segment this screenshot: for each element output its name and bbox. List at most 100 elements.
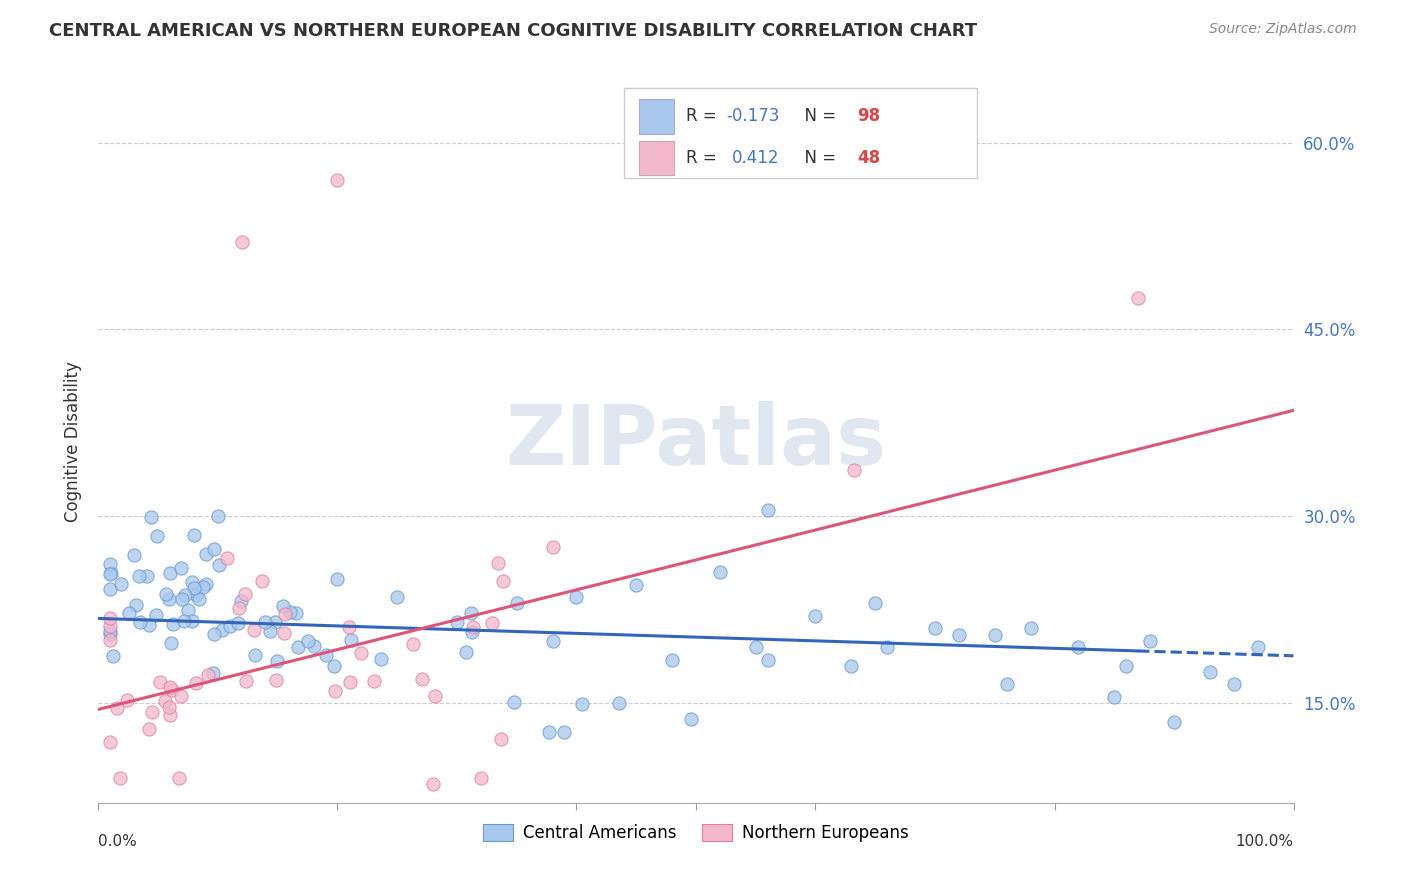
Point [503,695,526,709]
Text: ZIPatlas: ZIPatlas [506,401,886,482]
Point [302,639,325,653]
Point [153,694,176,708]
Text: 98: 98 [858,107,880,126]
Point [211,624,233,638]
Point [157,591,180,606]
Point [340,633,363,648]
Point [188,592,211,607]
Point [370,651,392,665]
Point [323,683,346,698]
Point [162,616,184,631]
Point [103,648,125,663]
Point [1128,291,1150,305]
Point [159,681,181,695]
Point [128,569,150,583]
Point [98,624,122,638]
Point [98,567,122,582]
Point [456,645,478,659]
Point [155,587,177,601]
Point [195,576,218,591]
Point [233,587,256,601]
Point [141,510,163,524]
Point [538,725,561,739]
Point [98,582,122,597]
Point [326,572,349,586]
Point [217,550,239,565]
Point [170,561,193,575]
Point [243,648,266,662]
Text: 48: 48 [858,149,880,167]
Point [924,621,946,635]
Point [105,701,128,715]
Point [98,735,122,749]
Point [995,677,1018,691]
Point [159,708,181,723]
Point [481,616,503,631]
Point [226,616,249,631]
Point [219,619,242,633]
Point [411,672,433,686]
Point [202,665,225,680]
Point [193,580,215,594]
Text: CENTRAL AMERICAN VS NORTHERN EUROPEAN COGNITIVE DISABILITY CORRELATION CHART: CENTRAL AMERICAN VS NORTHERN EUROPEAN CO… [49,22,977,40]
Point [159,566,181,580]
Point [326,173,349,187]
Point [186,676,208,690]
Point [463,620,485,634]
Point [1104,690,1126,704]
Point [231,235,253,250]
Point [350,646,373,660]
Point [122,549,145,563]
Point [98,632,122,647]
Point [136,568,159,582]
Point [470,771,492,785]
Point [315,648,337,662]
Point [322,659,344,673]
Point [145,607,167,622]
Point [110,577,132,591]
Point [876,640,898,654]
Point [159,700,181,714]
Point [195,547,218,561]
Point [149,674,172,689]
Point [681,712,703,726]
Point [98,619,122,633]
Point [138,617,160,632]
Point [235,674,257,689]
Point [709,566,731,580]
Point [565,591,588,605]
Point [571,697,593,711]
Point [138,722,160,736]
Point [115,692,138,706]
Point [423,690,446,704]
Point [180,614,202,628]
Point [1199,665,1222,679]
Text: 100.0%: 100.0% [1236,834,1294,849]
Point [339,675,361,690]
Point [202,626,225,640]
Point [118,606,141,620]
Point [141,705,163,719]
Point [228,600,250,615]
Text: N =: N = [794,149,841,167]
Point [461,625,484,640]
Point [287,640,309,654]
Point [385,591,409,605]
Point [167,771,190,785]
Point [170,592,193,607]
Text: R =: R = [686,107,723,126]
Point [756,652,779,666]
Point [948,627,970,641]
Point [197,668,219,682]
Y-axis label: Cognitive Disability: Cognitive Disability [63,361,82,522]
Point [243,623,266,637]
Text: -0.173: -0.173 [725,107,779,126]
Point [486,556,509,570]
Point [626,578,648,592]
Point [170,689,193,703]
Point [339,620,361,634]
Point [110,771,132,785]
Point [207,509,229,524]
Text: R =: R = [686,149,728,167]
Point [280,605,302,619]
